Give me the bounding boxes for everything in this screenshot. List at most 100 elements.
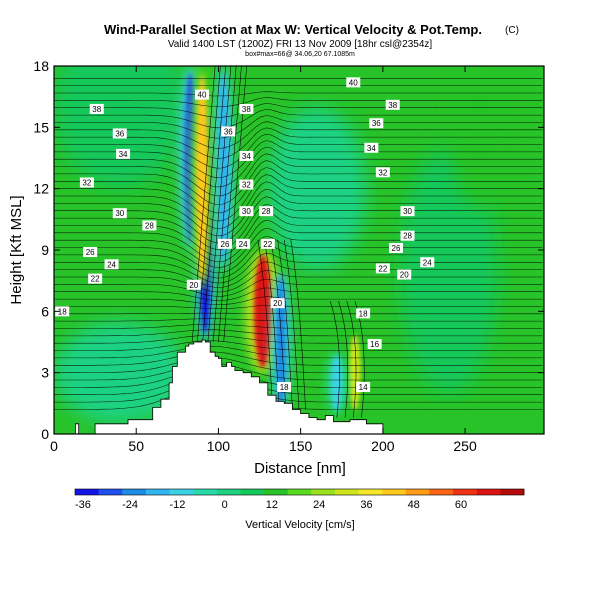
terrain [54, 339, 384, 434]
theta-label-text: 40 [198, 91, 207, 100]
theta-contour-line [212, 66, 237, 343]
x-axis-label: Distance [nm] [254, 460, 346, 477]
theta-contour-line [54, 351, 543, 366]
colorbar-swatch [169, 489, 194, 495]
theta-label: 40 [194, 89, 209, 100]
x-tick-label: 250 [453, 438, 477, 454]
velocity-field [54, 66, 515, 424]
colorbar-swatch [216, 489, 241, 495]
theta-label: 34 [116, 148, 131, 159]
colorbar-swatch [98, 489, 123, 495]
theta-contour-line [223, 66, 247, 343]
theta-label: 38 [239, 103, 254, 114]
colorbar-swatch [240, 489, 265, 495]
theta-label-text: 18 [359, 309, 368, 318]
field-patch [399, 147, 498, 394]
theta-label: 16 [367, 339, 382, 350]
theta-label-text: 20 [273, 299, 282, 308]
theta-label-text: 22 [91, 275, 100, 284]
velocity-core [253, 254, 272, 368]
terrain-profile [54, 339, 384, 434]
theta-label-text: 28 [403, 232, 412, 241]
theta-contour-line [54, 312, 543, 315]
colorbar-swatch [500, 489, 525, 495]
theta-label-text: 20 [189, 281, 198, 290]
theta-label-text: 18 [280, 383, 289, 392]
theta-contour-line [54, 362, 543, 381]
theta-contour-line [54, 146, 543, 188]
theta-contour-line [54, 270, 543, 293]
theta-label-text: 34 [119, 150, 128, 159]
theta-contour-line [54, 305, 543, 309]
theta-label-box [369, 118, 384, 129]
theta-contour-line [54, 196, 543, 244]
theta-contour-line [54, 115, 543, 139]
colorbar-frame [74, 488, 525, 496]
colorbar-swatch [264, 489, 289, 495]
theta-label-box [236, 238, 251, 249]
theta-label-text: 28 [262, 207, 271, 216]
theta-contour-line [54, 340, 543, 351]
theta-contour-line [54, 318, 543, 322]
theta-label: 40 [346, 77, 361, 88]
colorbar-swatch [122, 489, 147, 495]
theta-label: 36 [369, 118, 384, 129]
theta-label: 32 [79, 177, 94, 188]
y-tick-label: 6 [41, 303, 49, 319]
theta-label-text: 18 [58, 307, 67, 316]
theta-label: 22 [260, 238, 275, 249]
theta-label-box [116, 148, 131, 159]
chart-subtitle-2: box#max=66@ 34.06,20 67.1085m [245, 51, 355, 58]
theta-label-text: 24 [107, 260, 116, 269]
colorbar-tick-label: 24 [313, 499, 325, 511]
theta-contour-line [54, 188, 543, 237]
theta-label-box [221, 126, 236, 137]
theta-label: 26 [389, 242, 404, 253]
theta-label: 24 [236, 238, 251, 249]
theta-label: 32 [375, 167, 390, 178]
theta-contour-line [338, 301, 349, 418]
theta-label-box [112, 208, 127, 219]
theta-contour-line [54, 153, 543, 197]
theta-label-text: 16 [370, 340, 379, 349]
theta-label-box [83, 247, 98, 258]
theta-label: 36 [221, 126, 236, 137]
theta-contour-line [346, 301, 357, 418]
theta-contour-line [277, 239, 293, 410]
theta-label-text: 26 [392, 244, 401, 253]
theta-contour-line [54, 140, 543, 178]
theta-label-box [389, 242, 404, 253]
theta-label: 30 [239, 206, 254, 217]
theta-contour-line [329, 301, 340, 418]
colorbar: -36 -24 -12 0 12 24 36 48 60 [74, 488, 525, 511]
theta-label: 34 [364, 142, 379, 153]
y-tick-label: 0 [41, 426, 49, 442]
theta-contour-line [54, 97, 543, 107]
y-axis-label: Height [Kft MSL] [8, 195, 25, 304]
theta-label-box [218, 238, 233, 249]
theta-label-box [88, 273, 103, 284]
x-tick-label: 100 [207, 438, 231, 454]
theta-contour-line [54, 357, 543, 373]
theta-label: 34 [239, 150, 254, 161]
colorbar-tick-label: -36 [75, 499, 91, 511]
theta-contour-line [218, 66, 242, 343]
theta-label: 24 [420, 257, 435, 268]
theta-contour-line [54, 379, 543, 403]
colorbar-label: Vertical Velocity [cm/s] [245, 519, 354, 531]
theta-label: 30 [112, 208, 127, 219]
theta-label-text: 32 [378, 168, 387, 177]
theta-label: 18 [55, 306, 70, 317]
y-tick-label: 9 [41, 242, 49, 258]
theta-contour-line [54, 211, 543, 257]
theta-label-box [239, 206, 254, 217]
theta-contour-line [54, 204, 543, 250]
theta-label-text: 30 [242, 207, 251, 216]
theta-label-text: 38 [92, 105, 101, 114]
y-tick-label: 15 [33, 119, 49, 135]
theta-label: 22 [375, 263, 390, 274]
theta-label: 24 [104, 259, 119, 270]
colorbar-swatch [382, 489, 407, 495]
